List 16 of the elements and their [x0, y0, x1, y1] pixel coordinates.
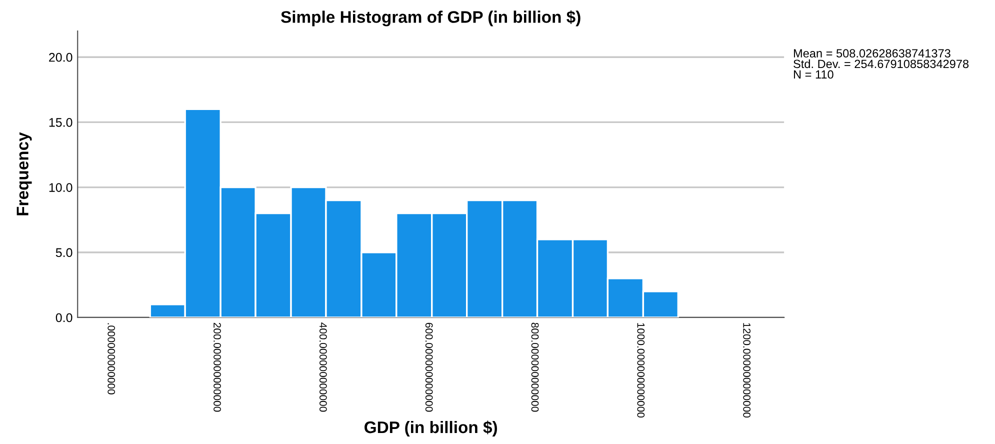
- text: Mean = 508.02628638741373 Std. Dev. = 254.67910858342978 N = 110: [794, 49, 969, 79]
- y-tick-label: 5.0: [56, 248, 72, 258]
- y-axis-title: Frequency: [16, 132, 32, 216]
- x-tick-label: 400.000000000000: [319, 322, 327, 412]
- x-axis-title: GDP (in billion $): [364, 420, 497, 437]
- y-tick-label: 15.0: [49, 118, 72, 127]
- y-tick-label: 20.0: [49, 52, 72, 62]
- x-tick-label: .000000000000: [108, 323, 116, 394]
- x-tick-label: 1000.000000000000: [637, 323, 645, 418]
- y-tick-label: 10.0: [49, 183, 72, 192]
- y-tick-label: 0.0: [56, 313, 72, 322]
- x-tick-label: 600.000000000000: [425, 322, 433, 412]
- x-tick-label: 200.000000000000: [214, 322, 221, 412]
- chart-title: Simple Histogram of GDP (in billion $): [280, 10, 580, 26]
- x-tick-label: 800.000000000000: [531, 322, 539, 412]
- x-tick-label: 1200.000000000000: [743, 323, 751, 418]
